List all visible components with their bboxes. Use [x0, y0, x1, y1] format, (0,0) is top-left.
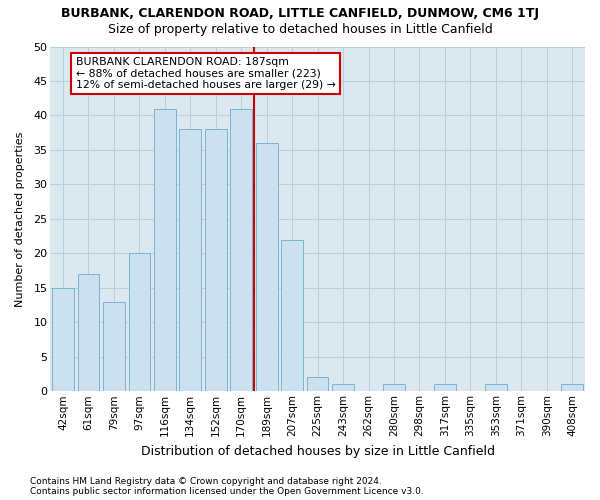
Text: BURBANK, CLARENDON ROAD, LITTLE CANFIELD, DUNMOW, CM6 1TJ: BURBANK, CLARENDON ROAD, LITTLE CANFIELD… — [61, 8, 539, 20]
Bar — [332, 384, 354, 392]
Bar — [179, 129, 201, 392]
Text: Size of property relative to detached houses in Little Canfield: Size of property relative to detached ho… — [107, 22, 493, 36]
Bar — [128, 254, 150, 392]
Bar — [307, 378, 328, 392]
X-axis label: Distribution of detached houses by size in Little Canfield: Distribution of detached houses by size … — [140, 444, 494, 458]
Bar — [281, 240, 303, 392]
Bar — [103, 302, 125, 392]
Bar — [256, 143, 278, 392]
Bar — [77, 274, 99, 392]
Bar — [383, 384, 405, 392]
Bar — [562, 384, 583, 392]
Text: Contains HM Land Registry data © Crown copyright and database right 2024.: Contains HM Land Registry data © Crown c… — [30, 477, 382, 486]
Bar — [154, 108, 176, 392]
Bar — [52, 288, 74, 392]
Text: Contains public sector information licensed under the Open Government Licence v3: Contains public sector information licen… — [30, 487, 424, 496]
Text: BURBANK CLARENDON ROAD: 187sqm
← 88% of detached houses are smaller (223)
12% of: BURBANK CLARENDON ROAD: 187sqm ← 88% of … — [76, 57, 335, 90]
Bar — [485, 384, 506, 392]
Bar — [205, 129, 227, 392]
Bar — [230, 108, 252, 392]
Y-axis label: Number of detached properties: Number of detached properties — [15, 131, 25, 306]
Bar — [434, 384, 456, 392]
